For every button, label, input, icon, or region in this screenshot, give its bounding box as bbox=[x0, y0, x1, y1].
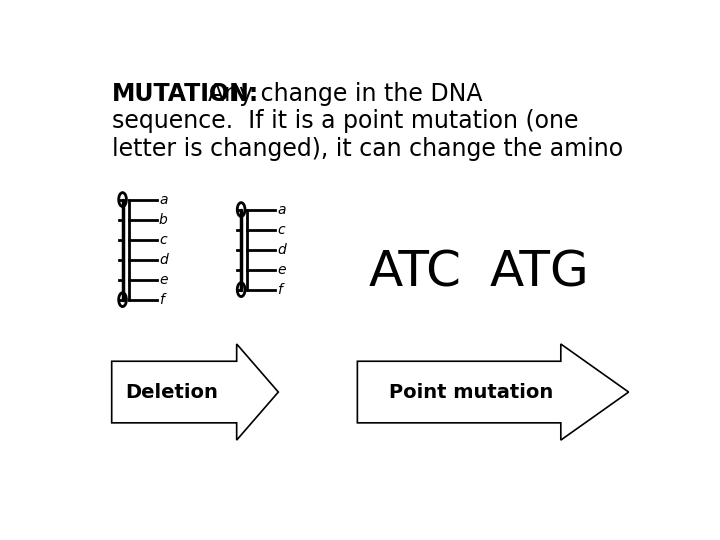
Polygon shape bbox=[357, 344, 629, 440]
Text: e: e bbox=[277, 262, 286, 276]
Text: MUTATION:: MUTATION: bbox=[112, 82, 259, 106]
Text: b: b bbox=[159, 213, 168, 227]
Text: Any change in the DNA: Any change in the DNA bbox=[193, 82, 482, 106]
Text: f: f bbox=[277, 282, 282, 296]
Text: e: e bbox=[159, 273, 168, 287]
Text: c: c bbox=[159, 233, 166, 247]
Text: ATC: ATC bbox=[369, 249, 462, 296]
Text: Point mutation: Point mutation bbox=[390, 382, 554, 402]
Text: sequence.  If it is a point mutation (one: sequence. If it is a point mutation (one bbox=[112, 110, 578, 133]
Text: a: a bbox=[159, 193, 168, 206]
Text: d: d bbox=[277, 242, 287, 256]
Text: Deletion: Deletion bbox=[125, 382, 218, 402]
Text: c: c bbox=[277, 222, 285, 237]
Text: a: a bbox=[277, 202, 286, 217]
Text: letter is changed), it can change the amino: letter is changed), it can change the am… bbox=[112, 137, 623, 161]
Text: d: d bbox=[159, 253, 168, 267]
Polygon shape bbox=[112, 344, 279, 440]
Text: ATG: ATG bbox=[490, 249, 590, 296]
Text: f: f bbox=[159, 293, 164, 307]
